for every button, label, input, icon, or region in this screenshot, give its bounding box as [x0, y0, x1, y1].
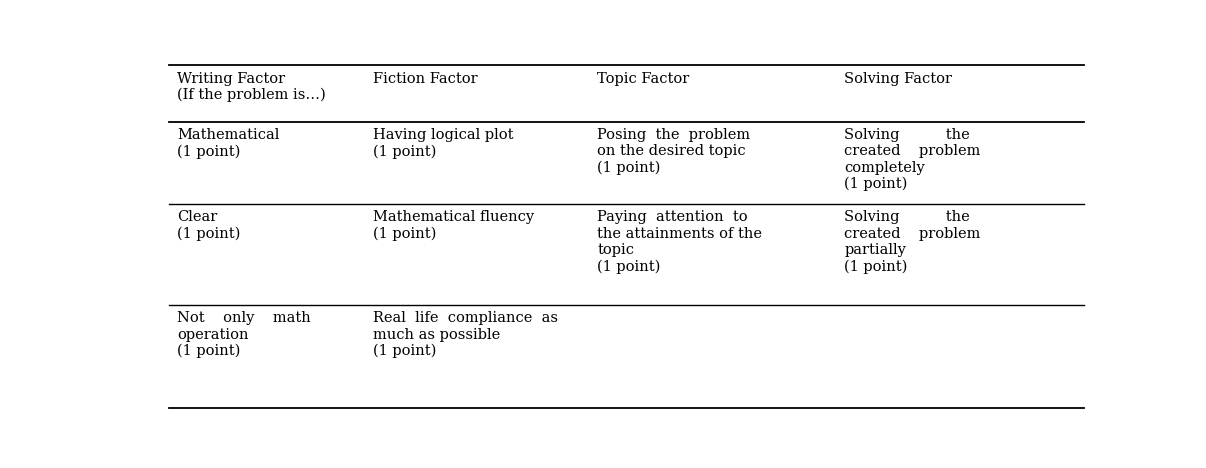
Text: created    problem: created problem: [844, 145, 980, 159]
Text: completely: completely: [844, 161, 925, 175]
Text: Mathematical fluency: Mathematical fluency: [374, 210, 534, 224]
Text: (1 point): (1 point): [177, 344, 240, 358]
Text: Posing  the  problem: Posing the problem: [597, 128, 750, 142]
Text: Paying  attention  to: Paying attention to: [597, 210, 748, 224]
Text: the attainments of the: the attainments of the: [597, 227, 762, 241]
Text: Having logical plot: Having logical plot: [374, 128, 514, 142]
Text: (1 point): (1 point): [597, 161, 661, 175]
Text: (1 point): (1 point): [374, 227, 437, 241]
Text: (1 point): (1 point): [844, 259, 908, 273]
Text: (1 point): (1 point): [374, 344, 437, 358]
Text: Mathematical: Mathematical: [177, 128, 280, 142]
Text: much as possible: much as possible: [374, 328, 500, 342]
Text: Clear: Clear: [177, 210, 217, 224]
Text: Topic Factor: Topic Factor: [597, 72, 690, 86]
Text: created    problem: created problem: [844, 227, 980, 241]
Text: (1 point): (1 point): [177, 227, 240, 241]
Text: Solving          the: Solving the: [844, 210, 970, 224]
Text: Solving          the: Solving the: [844, 128, 970, 142]
Text: (1 point): (1 point): [597, 259, 661, 273]
Text: Real  life  compliance  as: Real life compliance as: [374, 311, 558, 325]
Text: operation: operation: [177, 328, 248, 342]
Text: Solving Factor: Solving Factor: [844, 72, 953, 86]
Text: (If the problem is…): (If the problem is…): [177, 88, 326, 102]
Text: (1 point): (1 point): [374, 145, 437, 159]
Text: (1 point): (1 point): [177, 145, 240, 159]
Text: (1 point): (1 point): [844, 177, 908, 191]
Text: partially: partially: [844, 243, 906, 257]
Text: Writing Factor: Writing Factor: [177, 72, 285, 86]
Text: on the desired topic: on the desired topic: [597, 145, 747, 159]
Text: Not    only    math: Not only math: [177, 311, 311, 325]
Text: Fiction Factor: Fiction Factor: [374, 72, 478, 86]
Text: topic: topic: [597, 243, 634, 257]
